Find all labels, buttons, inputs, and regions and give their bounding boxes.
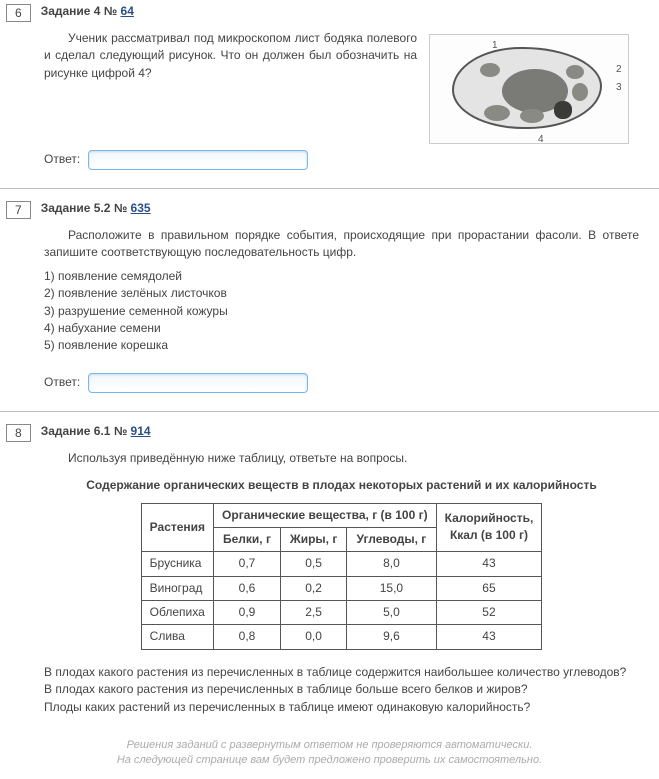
task-title-prefix: Задание 5.2 №: [41, 201, 131, 215]
cell-blob: [480, 63, 500, 77]
cell-blob: [566, 65, 584, 79]
cell-blob: [572, 83, 588, 101]
cell: 0,7: [214, 552, 281, 576]
footer-line: На следующей странице вам будет предложе…: [10, 753, 649, 768]
cell: Брусника: [141, 552, 213, 576]
list-item: 1) появление семядолей: [44, 268, 639, 285]
figure-label: 2: [616, 63, 622, 78]
task-header: 7 Задание 5.2 № 635: [0, 197, 659, 223]
task-number-badge: 7: [6, 201, 31, 219]
col-organic: Органические вещества, г (в 100 г): [214, 503, 437, 527]
answer-label: Ответ:: [44, 151, 80, 168]
cell: 0,0: [280, 625, 346, 649]
question-line: В плодах какого растения из перечисленны…: [44, 681, 639, 698]
list-item: 4) набухание семени: [44, 320, 639, 337]
footer-line: Решения заданий с развернутым ответом не…: [10, 738, 649, 753]
task-link[interactable]: 635: [131, 201, 151, 215]
task-title-prefix: Задание 4 №: [41, 4, 121, 18]
col-calories: Калорийность, Ккал (в 100 г): [436, 503, 542, 552]
task-title-prefix: Задание 6.1 №: [41, 424, 131, 438]
cell-blob: [520, 109, 544, 123]
question-line: Плоды каких растений из перечисленных в …: [44, 699, 639, 716]
footer-note: Решения заданий с развернутым ответом не…: [10, 738, 649, 769]
task-link[interactable]: 64: [121, 4, 134, 18]
answer-input[interactable]: [88, 373, 308, 393]
cell: 0,8: [214, 625, 281, 649]
task-title: Задание 5.2 № 635: [41, 201, 151, 215]
cell: 0,2: [280, 576, 346, 600]
cell: 43: [436, 625, 542, 649]
question-line: В плодах какого растения из перечисленны…: [44, 664, 639, 681]
col-sub: Белки, г: [214, 527, 281, 551]
cell: 0,5: [280, 552, 346, 576]
data-table: Растения Органические вещества, г (в 100…: [141, 503, 543, 650]
task-header: 8 Задание 6.1 № 914: [0, 420, 659, 446]
cell: Слива: [141, 625, 213, 649]
answer-row: Ответ:: [44, 373, 639, 393]
cell: 43: [436, 552, 542, 576]
cell: 15,0: [347, 576, 436, 600]
answer-input[interactable]: [88, 150, 308, 170]
cell: Облепиха: [141, 601, 213, 625]
cell-blob: [484, 105, 510, 121]
list-item: 3) разрушение семенной кожуры: [44, 303, 639, 320]
cell: Виноград: [141, 576, 213, 600]
task-title: Задание 4 № 64: [41, 4, 134, 18]
task-text: Используя приведённую ниже таблицу, отве…: [44, 450, 639, 467]
figure-label: 4: [538, 133, 544, 148]
answer-row: Ответ:: [44, 150, 639, 170]
table-row: Брусника 0,7 0,5 8,0 43: [141, 552, 542, 576]
cell: 8,0: [347, 552, 436, 576]
cell: 9,6: [347, 625, 436, 649]
task-title: Задание 6.1 № 914: [41, 424, 151, 438]
answer-label: Ответ:: [44, 374, 80, 391]
task-text: Расположите в правильном порядке события…: [44, 227, 639, 262]
list-item: 5) появление корешка: [44, 337, 639, 354]
cell: 2,5: [280, 601, 346, 625]
list-item: 2) появление зелёных листочков: [44, 285, 639, 302]
table-row: Слива 0,8 0,0 9,6 43: [141, 625, 542, 649]
divider: [0, 188, 659, 189]
table-title: Содержание органических веществ в плодах…: [44, 477, 639, 494]
task-header: 6 Задание 4 № 64: [0, 0, 659, 26]
cell: 65: [436, 576, 542, 600]
task-body: 1 2 3 4 Ученик рассматривал под микроско…: [0, 26, 659, 180]
table-row: Виноград 0,6 0,2 15,0 65: [141, 576, 542, 600]
col-plants: Растения: [141, 503, 213, 552]
cell: 0,9: [214, 601, 281, 625]
cell-blob: [554, 101, 572, 119]
cell: 52: [436, 601, 542, 625]
cell: 0,6: [214, 576, 281, 600]
col-sub: Жиры, г: [280, 527, 346, 551]
task-link[interactable]: 914: [131, 424, 151, 438]
task-body: Используя приведённую ниже таблицу, отве…: [0, 446, 659, 720]
options-list: 1) появление семядолей 2) появление зелё…: [44, 268, 639, 355]
task-block: 6 Задание 4 № 64 1 2 3 4 Ученик рассматр…: [0, 0, 659, 180]
table-row: Облепиха 0,9 2,5 5,0 52: [141, 601, 542, 625]
cell: 5,0: [347, 601, 436, 625]
cell-outline: [452, 47, 602, 129]
questions: В плодах какого растения из перечисленны…: [44, 664, 639, 716]
cell-figure: 1 2 3 4: [429, 34, 629, 144]
task-body: Расположите в правильном порядке события…: [0, 223, 659, 403]
task-number-badge: 8: [6, 424, 31, 442]
task-number-badge: 6: [6, 4, 31, 22]
task-block: 7 Задание 5.2 № 635 Расположите в правил…: [0, 197, 659, 403]
figure-label: 3: [616, 81, 622, 96]
figure-label: 1: [492, 39, 498, 54]
col-sub: Углеводы, г: [347, 527, 436, 551]
divider: [0, 411, 659, 412]
